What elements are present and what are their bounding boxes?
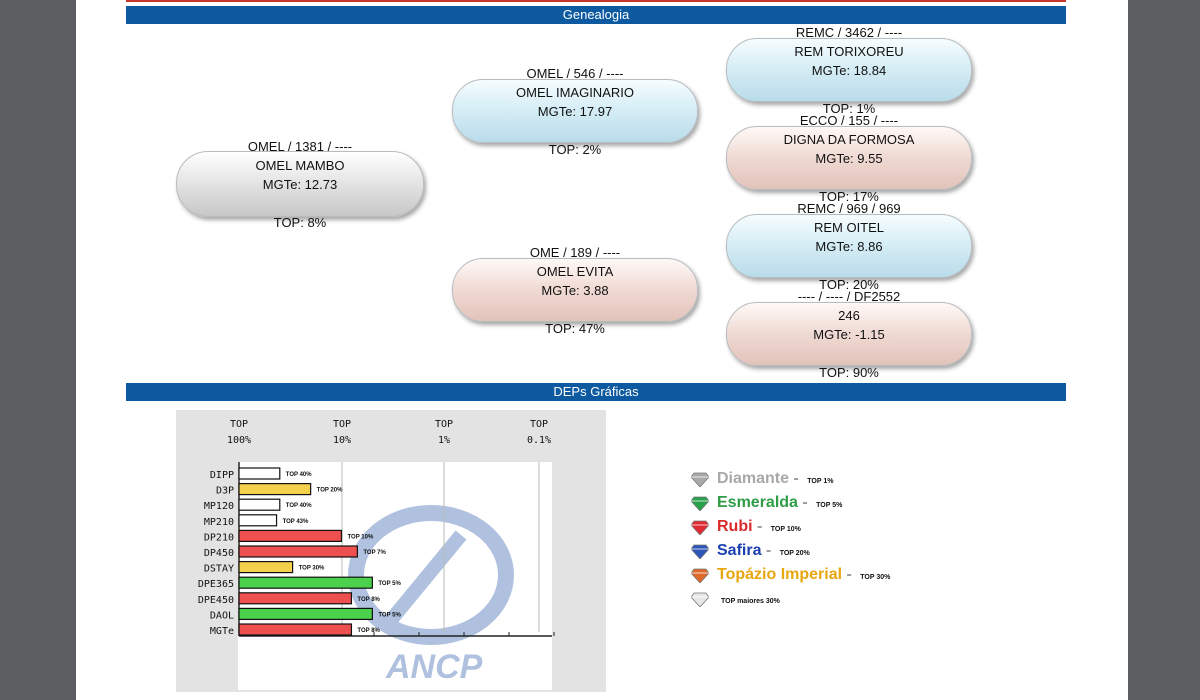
top-rule [126,0,1066,2]
bar-dpe365 [238,576,373,589]
legend-top-threshold: TOP 10% [770,526,801,533]
bar-category-label: DPE365 [198,579,234,590]
pedigree-sire-card[interactable]: OMEL / 546 / ---- OMEL IMAGINARIO MGTe: … [452,66,698,157]
legend-label: Topázio Imperial - TOP 30% [717,566,891,583]
animal-name: OMEL IMAGINARIO [516,84,634,100]
legend-top-threshold: TOP 30% [860,574,891,581]
bar-value-label: TOP 40% [286,503,312,509]
mgte-score: MGTe: 9.55 TOP: 17% [815,150,883,204]
registration-text: REMC / 3462 / ---- [795,24,903,40]
scale-label-top: TOP [435,419,453,430]
bar-category-label: MP120 [204,501,234,512]
animal-name: OMEL MAMBO [255,157,345,173]
legend-top-threshold: TOP 5% [816,502,843,509]
pedigree-dam-dam-card[interactable]: ---- / ---- / DF2552 246 MGTe: -1.15 TOP… [726,289,972,380]
animal-name: DIGNA DA FORMOSA [783,131,915,147]
registration-text: ---- / ---- / DF2552 [797,288,901,304]
registration-text: OMEL / 546 / ---- [526,65,624,81]
bar-category-label: DP210 [204,532,234,543]
scale-label-top: TOP [530,419,548,430]
mgte-score: MGTe: 8.86 TOP: 20% [815,238,883,292]
watermark-text: ANCP [385,648,483,686]
bar-category-label: DPE450 [198,595,234,606]
ruby-gem-icon [691,520,709,535]
scale-label-bottom: 1% [438,435,450,446]
emerald-gem-icon [691,496,709,511]
scale-label-top: TOP [333,419,351,430]
legend-label: Rubi - TOP 10% [717,518,801,535]
legend-label: Esmeralda - TOP 5% [717,494,843,511]
bar-mgte [238,623,353,636]
bar-daol [238,607,373,620]
dep-chart-panel: ANCP TOP 100% TOP 10% TOP 1% TOP 0.1% DIPP TOP 40%… [176,410,606,692]
scale-label-bottom: 10% [333,435,351,446]
animal-name: 246 [838,307,860,323]
mgte-score: MGTe: -1.15 TOP: 90% [813,326,885,380]
bar-category-label: DAOL [210,610,234,621]
ancp-watermark: ANCP [348,505,514,686]
pedigree-dam-sire-card[interactable]: REMC / 969 / 969 REM OITEL MGTe: 8.86 TO… [726,201,972,292]
pedigree-sire-sire-card[interactable]: REMC / 3462 / ---- REM TORIXOREU MGTe: 1… [726,25,972,116]
mgte-score: MGTe: 17.97 TOP: 2% [537,103,613,157]
bar-value-label: TOP 8% [357,597,380,603]
pedigree-sire-dam-card[interactable]: ECCO / 155 / ---- DIGNA DA FORMOSA MGTe:… [726,113,972,204]
bar-dstay [238,561,294,574]
legend-label: Safira - TOP 20% [717,542,810,559]
topaz-gem-icon [691,568,709,583]
bar-dp210 [238,529,343,543]
legend-top-threshold: TOP 1% [807,478,834,485]
plain-gem-icon [691,592,709,607]
bar-mp210 [238,514,278,527]
deps-header: DEPs Gráficas [126,383,1066,401]
mgte-score: MGTe: 12.73 TOP: 8% [262,176,338,230]
bar-value-label: TOP 20% [317,488,343,494]
diamond-gem-icon [691,472,709,487]
bar-value-label: TOP 40% [286,472,312,478]
genealogia-header: Genealogia [126,6,1066,24]
legend-label: Diamante - TOP 1% [717,470,834,487]
bar-dipp [238,467,281,480]
registration-text: OME / 189 / ---- [529,244,621,260]
bar-value-label: TOP 30% [299,566,325,572]
bar-value-label: TOP 10% [348,534,374,540]
bar-dpe450 [238,592,353,605]
bar-d3p [238,482,312,496]
bar-value-label: TOP 8% [357,628,380,634]
bar-category-label: D3P [216,486,234,497]
bar-category-label: DSTAY [204,564,234,575]
bar-category-label: MGTe [210,626,234,637]
pedigree-animal-card[interactable]: OMEL / 1381 / ---- OMEL MAMBO MGTe: 12.7… [176,139,424,230]
scale-label-bottom: 100% [227,435,251,446]
animal-name: REM TORIXOREU [794,43,904,59]
bar-value-label: TOP 7% [363,550,386,556]
registration-text: OMEL / 1381 / ---- [247,138,353,154]
report-page: Genealogia OMEL / 1381 / ---- OMEL MAMBO… [76,0,1128,700]
animal-name: OMEL EVITA [536,263,614,279]
registration-text: REMC / 969 / 969 [797,200,901,216]
mgte-score: MGTe: 18.84 TOP: 1% [811,62,887,116]
mgte-score: MGTe: 3.88 TOP: 47% [541,282,609,336]
scale-label-bottom: 0.1% [527,435,551,446]
bar-value-label: TOP 5% [378,581,401,587]
legend-label: TOP maiores 30% [717,590,780,608]
sapphire-gem-icon [691,544,709,559]
legend-top-threshold: TOP maiores 30% [721,598,780,605]
animal-name: REM OITEL [813,219,885,235]
pedigree-dam-card[interactable]: OME / 189 / ---- OMEL EVITA MGTe: 3.88 T… [452,245,698,336]
bar-dp450 [238,545,358,558]
bar-category-label: DIPP [210,470,234,481]
registration-text: ECCO / 155 / ---- [799,112,899,128]
bar-value-label: TOP 43% [283,519,309,525]
legend-top-threshold: TOP 20% [779,550,810,557]
scale-label-top: TOP [230,419,248,430]
bar-category-label: DP450 [204,548,234,559]
bar-value-label: TOP 5% [378,612,401,618]
dep-chart: ANCP TOP 100% TOP 10% TOP 1% TOP 0.1% DIPP TOP 40%… [198,419,555,690]
bar-category-label: MP210 [204,517,234,528]
bar-mp120 [238,498,281,511]
